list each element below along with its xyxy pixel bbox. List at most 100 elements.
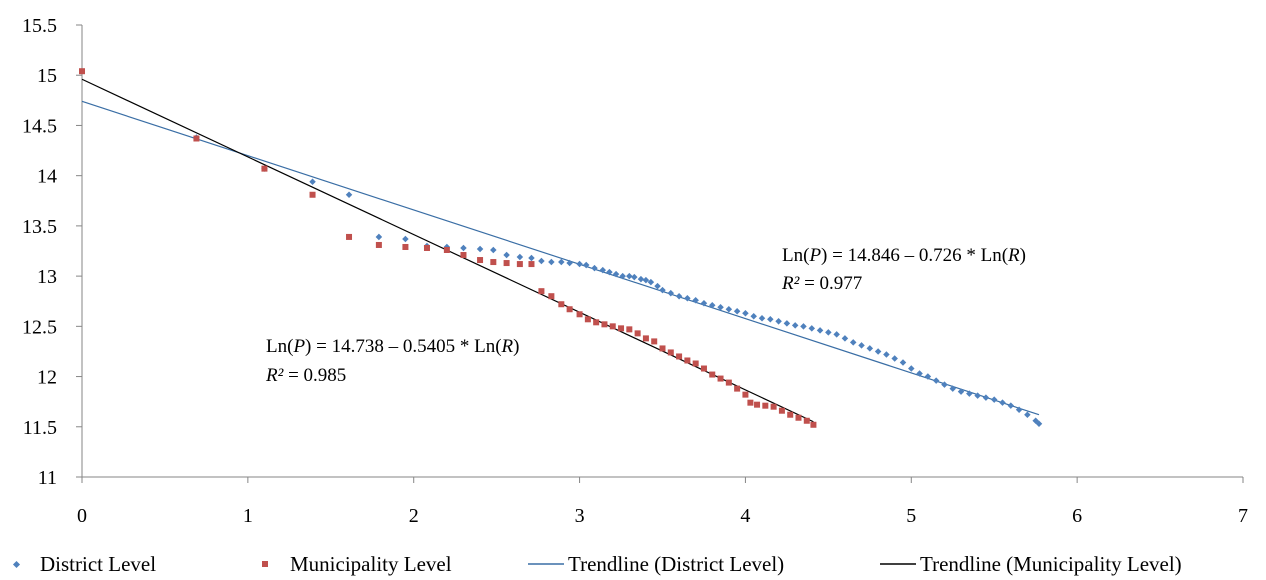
district-point	[503, 251, 510, 259]
y-tick-label: 15	[37, 65, 57, 87]
district-point	[548, 258, 555, 266]
district-point	[800, 323, 807, 330]
municipality-point	[795, 414, 802, 421]
municipality-point	[634, 330, 641, 337]
municipality-point	[754, 401, 761, 408]
municipality-point	[538, 288, 545, 295]
district-point	[791, 322, 799, 329]
district-point	[725, 306, 733, 313]
district-point	[849, 339, 857, 346]
municipality-point	[576, 311, 583, 318]
x-tick-label: 4	[740, 505, 750, 527]
municipality-point	[423, 244, 430, 251]
municipality-point	[762, 402, 769, 409]
y-tick-label: 12	[37, 367, 57, 389]
legend-item-municipality: Municipality Level	[262, 552, 452, 576]
municipality-point	[700, 365, 707, 372]
district-point	[375, 233, 383, 241]
district-point	[1015, 406, 1023, 413]
municipality-point	[803, 417, 810, 424]
municipality-point	[725, 379, 732, 386]
district-point	[402, 235, 409, 243]
district-point	[783, 320, 791, 327]
x-tick-label: 7	[1238, 505, 1248, 527]
municipality-point	[618, 325, 625, 332]
municipality-point	[770, 403, 777, 410]
district-equation: Ln(P) = 14.846 – 0.726 * Ln(R)	[782, 245, 1026, 266]
district-point	[709, 301, 716, 309]
district-point	[642, 276, 650, 284]
y-tick-label: 14	[37, 166, 57, 188]
y-tick-label: 12.5	[22, 316, 57, 338]
legend-marker-municipality	[262, 561, 268, 567]
municipality-point	[593, 319, 600, 326]
y-tick-label: 14.5	[22, 115, 57, 137]
district-point	[516, 253, 524, 261]
municipality-point	[516, 261, 523, 268]
district-point	[874, 348, 882, 355]
district-point	[490, 246, 497, 254]
municipality-equation: Ln(P) = 14.738 – 0.5405 * Ln(R)	[266, 336, 519, 357]
municipality-point	[460, 252, 467, 259]
district-point	[932, 377, 940, 384]
legend-item-trend-district: Trendline (District Level)	[528, 552, 784, 576]
district-point	[1024, 411, 1031, 418]
district-point	[700, 299, 708, 307]
municipality-point	[659, 345, 666, 352]
x-axis-ticks: 0 1 2 3 4 5 6 7	[77, 477, 1248, 527]
municipality-point	[375, 241, 382, 248]
district-point	[858, 342, 865, 349]
legend-item-district: District Level	[12, 552, 156, 576]
municipality-point	[667, 349, 674, 356]
district-point	[957, 388, 965, 395]
district-point	[1007, 402, 1015, 409]
district-point	[309, 178, 316, 185]
municipality-point	[778, 407, 785, 414]
y-tick-label: 11.5	[23, 417, 57, 439]
municipality-point	[676, 353, 683, 360]
legend-label-trend-municipality: Trendline (Municipality Level)	[920, 552, 1182, 576]
district-point	[460, 244, 467, 252]
district-point	[582, 261, 590, 269]
district-point	[816, 327, 824, 334]
district-point	[476, 245, 484, 253]
x-tick-label: 3	[575, 505, 585, 527]
district-point	[637, 275, 645, 283]
municipality-point	[477, 257, 484, 264]
x-tick-label: 0	[77, 505, 87, 527]
municipality-point	[261, 165, 268, 172]
municipality-point	[626, 326, 633, 333]
municipality-point	[566, 306, 573, 313]
district-r2: R² = 0.977	[781, 273, 862, 294]
municipality-point	[402, 243, 409, 250]
municipality-point	[692, 360, 699, 367]
district-point	[750, 313, 757, 320]
district-point	[767, 316, 774, 323]
district-point	[866, 345, 874, 352]
municipality-point	[490, 259, 497, 266]
x-tick-label: 5	[906, 505, 916, 527]
district-point	[538, 257, 545, 265]
district-point	[576, 260, 583, 268]
legend-label-trend-district: Trendline (District Level)	[568, 552, 784, 576]
municipality-r2: R² = 0.985	[265, 365, 346, 386]
district-point	[775, 318, 782, 325]
district-point	[841, 335, 849, 342]
district-point	[833, 331, 840, 338]
district-point	[654, 282, 661, 290]
district-point	[566, 259, 573, 267]
district-point	[982, 394, 990, 401]
district-point	[891, 355, 898, 362]
district-point	[528, 254, 535, 262]
municipality-point	[717, 375, 724, 382]
municipality-point	[787, 411, 794, 418]
district-point	[999, 399, 1006, 406]
district-point	[825, 329, 832, 336]
legend-item-trend-municipality: Trendline (Municipality Level)	[880, 552, 1182, 576]
district-point	[626, 272, 633, 280]
municipality-point	[642, 335, 649, 342]
district-point	[916, 370, 923, 377]
district-point	[667, 289, 675, 297]
